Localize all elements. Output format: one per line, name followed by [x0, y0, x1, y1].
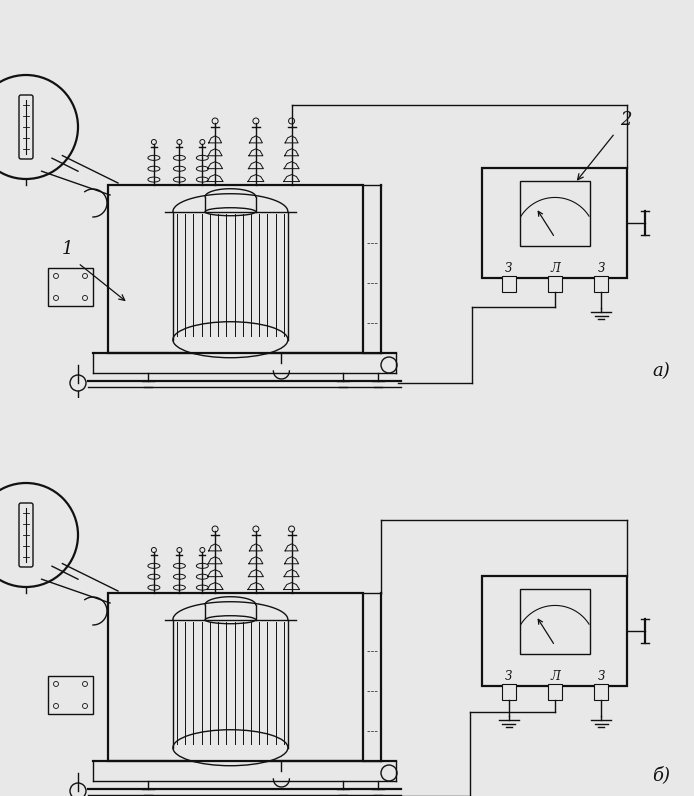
Circle shape [212, 118, 218, 124]
Ellipse shape [148, 177, 160, 182]
Circle shape [381, 765, 397, 781]
Ellipse shape [174, 155, 185, 160]
Text: 2: 2 [620, 111, 632, 129]
Circle shape [253, 118, 259, 124]
Ellipse shape [196, 177, 208, 182]
Ellipse shape [205, 616, 255, 624]
FancyBboxPatch shape [19, 95, 33, 159]
Ellipse shape [174, 574, 185, 579]
Circle shape [151, 139, 156, 145]
Ellipse shape [148, 166, 160, 171]
Circle shape [0, 483, 78, 587]
Circle shape [253, 526, 259, 532]
Ellipse shape [148, 155, 160, 160]
Ellipse shape [205, 208, 255, 216]
Ellipse shape [174, 564, 185, 568]
Bar [502, 684, 516, 700]
Circle shape [177, 139, 182, 145]
Ellipse shape [148, 574, 160, 579]
Ellipse shape [148, 564, 160, 568]
Bar [502, 276, 516, 292]
Ellipse shape [196, 574, 208, 579]
Bar [548, 684, 562, 700]
Circle shape [200, 548, 205, 552]
Text: Л: Л [550, 669, 560, 682]
Circle shape [0, 75, 78, 179]
Bar [48, 676, 93, 714]
Circle shape [212, 526, 218, 532]
Text: Л: Л [550, 262, 560, 275]
Circle shape [70, 783, 86, 796]
Text: З: З [598, 669, 605, 682]
Text: З: З [505, 669, 512, 682]
Bar [520, 181, 590, 246]
Ellipse shape [174, 166, 185, 171]
Ellipse shape [148, 585, 160, 590]
Bar [520, 589, 590, 654]
Ellipse shape [196, 585, 208, 590]
Bar [48, 268, 93, 306]
Bar [482, 576, 627, 686]
Circle shape [151, 548, 156, 552]
Bar [594, 684, 609, 700]
Text: а): а) [652, 362, 670, 380]
Circle shape [177, 548, 182, 552]
Text: б): б) [652, 766, 670, 784]
Ellipse shape [196, 155, 208, 160]
Bar [594, 276, 609, 292]
Ellipse shape [173, 322, 288, 357]
Ellipse shape [196, 564, 208, 568]
FancyBboxPatch shape [19, 503, 33, 567]
Text: 1: 1 [62, 240, 73, 258]
Circle shape [289, 526, 294, 532]
Text: З: З [505, 262, 512, 275]
Text: З: З [598, 262, 605, 275]
Bar [482, 168, 627, 278]
Ellipse shape [174, 177, 185, 182]
Circle shape [289, 118, 294, 124]
Bar [548, 276, 562, 292]
Ellipse shape [174, 585, 185, 590]
Circle shape [70, 375, 86, 391]
Bar [108, 593, 363, 761]
Circle shape [200, 139, 205, 145]
Ellipse shape [196, 166, 208, 171]
Bar [108, 185, 363, 353]
Ellipse shape [173, 730, 288, 766]
Circle shape [381, 357, 397, 373]
